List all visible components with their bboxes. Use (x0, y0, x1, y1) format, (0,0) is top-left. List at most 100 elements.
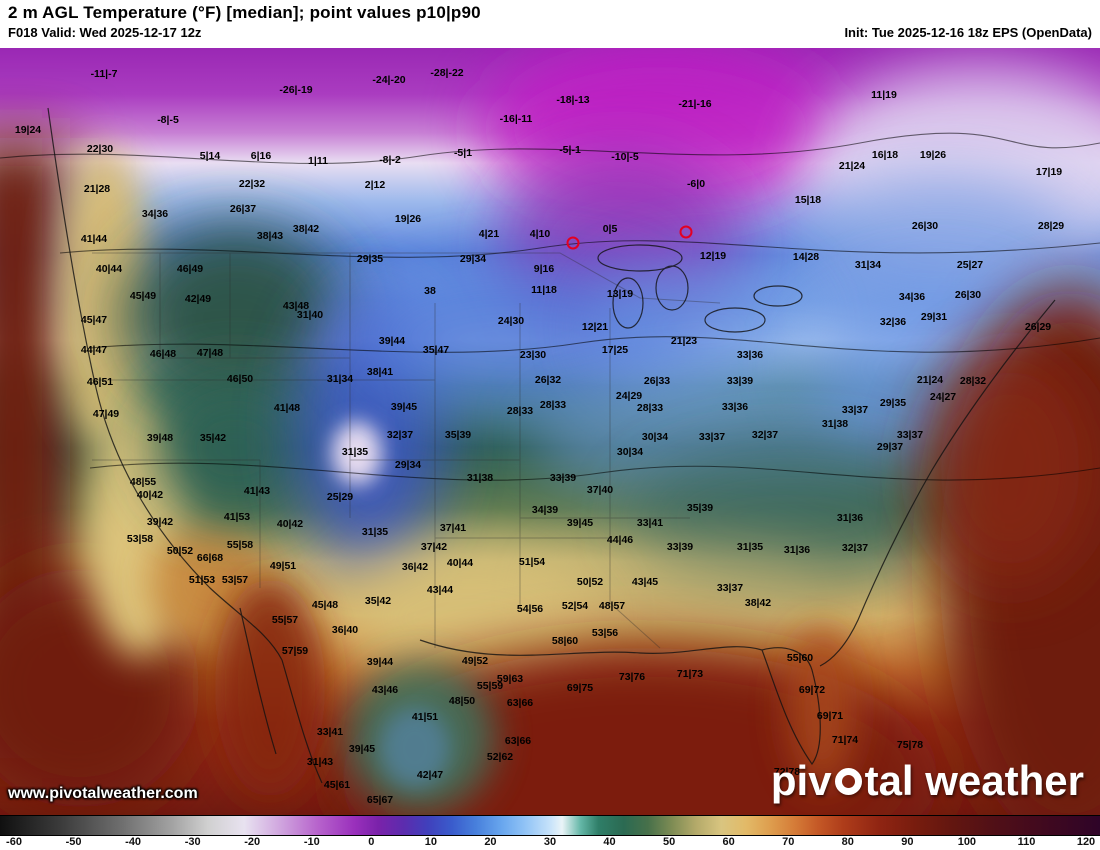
point-value: 31|34 (854, 258, 882, 271)
point-value: 48|55 (129, 475, 157, 488)
point-value: 32|37 (841, 541, 869, 554)
colorbar-tick: -50 (65, 836, 82, 848)
point-value: 19|26 (919, 148, 947, 161)
point-value: 41|43 (243, 484, 271, 497)
point-value: 5|14 (199, 149, 221, 162)
point-value: 40|44 (446, 556, 474, 569)
point-value: 46|50 (226, 372, 254, 385)
point-value: 33|39 (666, 540, 694, 553)
point-value: 9|16 (533, 262, 555, 275)
point-value: 26|37 (229, 202, 257, 215)
point-value: 41|53 (223, 510, 251, 523)
point-value: 21|23 (670, 334, 698, 347)
point-value: 34|36 (898, 290, 926, 303)
point-value: 53|57 (221, 573, 249, 586)
point-value: 35|47 (422, 343, 450, 356)
point-value: 63|66 (504, 734, 532, 747)
point-value: 31|38 (466, 471, 494, 484)
point-value: 31|40 (296, 308, 324, 321)
point-value: 66|68 (196, 551, 224, 564)
point-value: 39|45 (566, 516, 594, 529)
temperature-contours (0, 132, 1100, 481)
point-value: 33|37 (841, 403, 869, 416)
point-value: 45|48 (311, 598, 339, 611)
colorbar-tick: 80 (841, 836, 854, 848)
point-value: 71|73 (676, 667, 704, 680)
point-value: 55|59 (476, 679, 504, 692)
point-value: -5|1 (453, 146, 473, 159)
point-value: 45|61 (323, 778, 351, 791)
temperature-field (0, 48, 1100, 815)
point-value: 45|49 (129, 289, 157, 302)
logo-o-icon (834, 767, 862, 795)
point-value: 28|33 (539, 398, 567, 411)
point-value: 50|52 (576, 575, 604, 588)
point-value: -11|-7 (90, 67, 118, 80)
logo-text-pre: piv (770, 757, 832, 804)
point-value: 28|29 (1037, 219, 1065, 232)
point-value: 14|28 (792, 250, 820, 263)
point-value: 40|42 (136, 488, 164, 501)
point-value: -16|-11 (499, 112, 533, 125)
point-value: 72|78 (773, 765, 801, 778)
point-value: 43|44 (426, 583, 454, 596)
point-value: 71|74 (831, 733, 859, 746)
point-value: 44|47 (80, 343, 108, 356)
point-value: 63|66 (506, 696, 534, 709)
point-value: 46|49 (176, 262, 204, 275)
point-value: 69|75 (566, 681, 594, 694)
point-value: 19|26 (394, 212, 422, 225)
point-value: 47|48 (196, 346, 224, 359)
colorbar-gradient (0, 815, 1100, 836)
colorbar-tick: -20 (244, 836, 261, 848)
point-value: 55|60 (786, 651, 814, 664)
coastlines (47, 107, 1056, 784)
point-value: -5|-1 (559, 143, 581, 156)
point-value: 29|35 (356, 252, 384, 265)
point-value: 51|53 (188, 573, 216, 586)
point-value: 31|35 (341, 445, 369, 458)
point-value: 43|46 (371, 683, 399, 696)
point-value: 15|18 (794, 193, 822, 206)
watermark-url: www.pivotalweather.com (8, 785, 198, 802)
point-value: 29|34 (459, 252, 487, 265)
colorbar-tick: 60 (722, 836, 735, 848)
point-value: 21|24 (838, 159, 866, 172)
point-value: 37|42 (420, 540, 448, 553)
point-value: 2|12 (364, 178, 386, 191)
point-value: 38|41 (366, 365, 394, 378)
point-value: 55|57 (271, 613, 299, 626)
point-value: 28|33 (636, 401, 664, 414)
colorbar-tick: -10 (303, 836, 320, 848)
point-value: 47|49 (92, 407, 120, 420)
point-value: 24|29 (615, 389, 643, 402)
point-value: 21|24 (916, 373, 944, 386)
point-value: 26|30 (954, 288, 982, 301)
point-value: 35|39 (686, 501, 714, 514)
point-value: 35|42 (199, 431, 227, 444)
point-value: 11|19 (871, 88, 897, 101)
point-value: 37|40 (586, 483, 614, 496)
point-value: 49|52 (461, 654, 489, 667)
point-value: 29|35 (879, 396, 907, 409)
point-value: 26|29 (1024, 320, 1052, 333)
point-value: 16|18 (871, 148, 899, 161)
colorbar-tick: -30 (184, 836, 201, 848)
point-value: 17|25 (601, 343, 629, 356)
point-value: 50|52 (166, 544, 194, 557)
point-value: 55|58 (226, 538, 254, 551)
colorbar-tick-labels: -60 -50 -40 -30 -20 -10 0 10 20 30 40 50 60 70 80 90 100… (0, 836, 1100, 850)
point-value: 24|27 (929, 390, 957, 403)
colorbar-tick: 90 (901, 836, 914, 848)
point-value: 46|51 (86, 375, 114, 388)
init-time-label: Init: Tue 2025-12-16 18z EPS (OpenData) (844, 25, 1092, 40)
point-value: 33|37 (716, 581, 744, 594)
point-value: 33|41 (636, 516, 664, 529)
point-value: 12|21 (581, 320, 609, 333)
station-marker-icon (679, 225, 693, 239)
temperature-map[interactable]: -11|-7 -26|-19 -24|-20 -28|-22 -18|-13 -21|-1… (0, 48, 1100, 815)
point-value: 37|41 (439, 521, 467, 534)
point-value: 48|50 (448, 694, 476, 707)
point-value: 69|71 (816, 709, 844, 722)
point-value: -24|-20 (372, 73, 406, 86)
